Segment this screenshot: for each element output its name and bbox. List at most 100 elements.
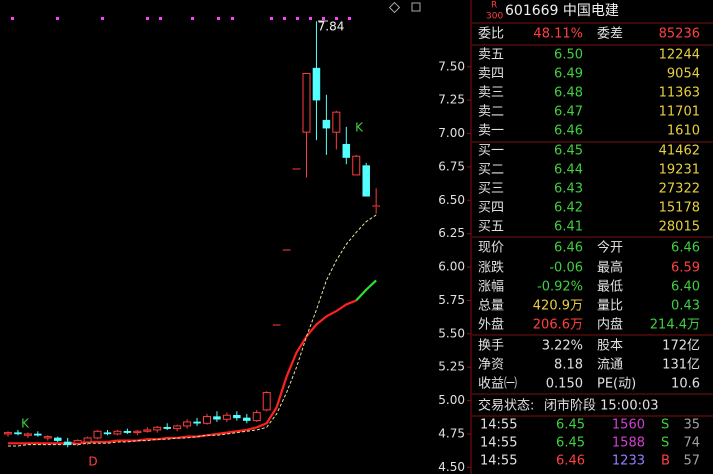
candle-body: [342, 143, 351, 158]
stat-label: 流通: [597, 358, 623, 373]
candle-body: [312, 67, 321, 101]
candle-body: [322, 119, 331, 129]
annotation: K: [355, 121, 364, 135]
candle-body: [292, 167, 301, 170]
separators: [472, 22, 713, 417]
trade-count: 74: [683, 436, 700, 451]
trade-time: 14:55: [480, 436, 517, 451]
book-volume: 11701: [659, 105, 700, 120]
book-price: 6.48: [554, 86, 583, 101]
marker: [146, 17, 149, 20]
candle-body: [372, 205, 380, 207]
y-tick-label: 6.75: [438, 159, 465, 173]
annotation: K: [21, 417, 30, 431]
stat-value: 6.46: [554, 241, 583, 256]
candle-body: [123, 431, 132, 433]
stat-value: 214.4万: [650, 318, 700, 333]
badge-bottom: 300: [486, 12, 503, 22]
candle-body: [63, 441, 72, 445]
book-volume: 41462: [659, 144, 700, 159]
stat-value: 0.43: [671, 299, 700, 314]
y-tick-label: 7.25: [438, 93, 465, 107]
candle-body: [23, 433, 32, 436]
trade-price: 6.45: [556, 418, 585, 433]
book-volume: 9054: [667, 67, 700, 82]
candle-body: [54, 437, 62, 441]
candle-body: [213, 416, 221, 420]
candle-body: [4, 432, 12, 435]
stat-value: 8.18: [554, 358, 583, 373]
book-volume: 11363: [659, 86, 700, 101]
marker: [159, 17, 162, 20]
book-label: 卖四: [478, 67, 504, 82]
stat-value: 6.46: [671, 241, 700, 256]
trade-price: 6.46: [556, 454, 585, 469]
y-tick-label: 5.75: [438, 293, 465, 307]
candle-body: [83, 437, 92, 443]
book-volume: 15178: [659, 201, 700, 216]
candle-body: [103, 432, 112, 435]
marker: [309, 17, 312, 20]
candle-body: [113, 430, 122, 435]
ratio-label: 委差: [597, 27, 623, 42]
candle-body: [133, 430, 142, 434]
square-icon[interactable]: [411, 2, 421, 12]
y-tick-label: 6.00: [438, 260, 465, 274]
book-price: 6.46: [554, 124, 583, 139]
candle-body: [34, 433, 42, 436]
book-label: 买四: [478, 201, 504, 216]
candle-body: [163, 427, 171, 429]
stat-label: 涨幅: [478, 280, 504, 295]
stat-value: 131亿: [662, 358, 700, 373]
diamond-icon[interactable]: [388, 1, 401, 14]
book-label: 卖三: [478, 86, 504, 101]
stat-value: -0.06: [549, 261, 583, 276]
book-volume: 1610: [667, 124, 700, 139]
stat-label: 量比: [597, 299, 623, 314]
ratio-label: 委比: [478, 27, 504, 42]
candle-body: [173, 425, 182, 430]
y-tick-label: 5.25: [438, 360, 465, 374]
trade-price: 6.45: [556, 436, 585, 451]
candle-body: [93, 430, 102, 439]
candle-body: [243, 417, 251, 421]
candle-body: [193, 421, 201, 424]
book-label: 卖一: [478, 124, 504, 139]
stat-label: 今开: [597, 240, 623, 256]
y-tick-label: 4.50: [438, 460, 465, 474]
stat-label: 净资: [478, 358, 504, 373]
marker: [56, 17, 59, 20]
candle-body: [222, 414, 231, 420]
marker: [217, 17, 220, 20]
book-volume: 28015: [659, 220, 700, 235]
marker: [11, 17, 14, 20]
candle-body: [233, 415, 241, 419]
status-label: 交易状态:: [478, 398, 534, 414]
book-label: 买三: [478, 182, 504, 197]
marker: [270, 17, 273, 20]
trade-time: 14:55: [480, 454, 517, 469]
candle-body: [282, 249, 291, 251]
candle-body: [143, 429, 152, 432]
book-price: 6.50: [554, 48, 583, 63]
trade-count: 57: [683, 454, 700, 469]
book-volume: 19231: [659, 163, 700, 178]
badge-top: R: [491, 1, 497, 11]
candle-body: [302, 72, 311, 133]
book-price: 6.42: [554, 201, 583, 216]
y-tick-label: 7.50: [438, 59, 465, 73]
book-volume: 12244: [659, 48, 700, 63]
y-tick-label: 6.50: [438, 193, 465, 207]
trade-count: 35: [683, 418, 700, 433]
trade-volume: 1233: [612, 454, 645, 469]
marker: [335, 17, 338, 20]
y-tick-label: 5.00: [438, 393, 465, 407]
stat-label: 涨跌: [478, 260, 504, 276]
stat-value: -0.92%: [537, 280, 583, 295]
book-price: 6.41: [554, 220, 583, 235]
trade-volume: 1588: [612, 436, 645, 451]
y-tick-label: 6.25: [438, 226, 465, 240]
stat-label: 总量: [478, 299, 504, 314]
